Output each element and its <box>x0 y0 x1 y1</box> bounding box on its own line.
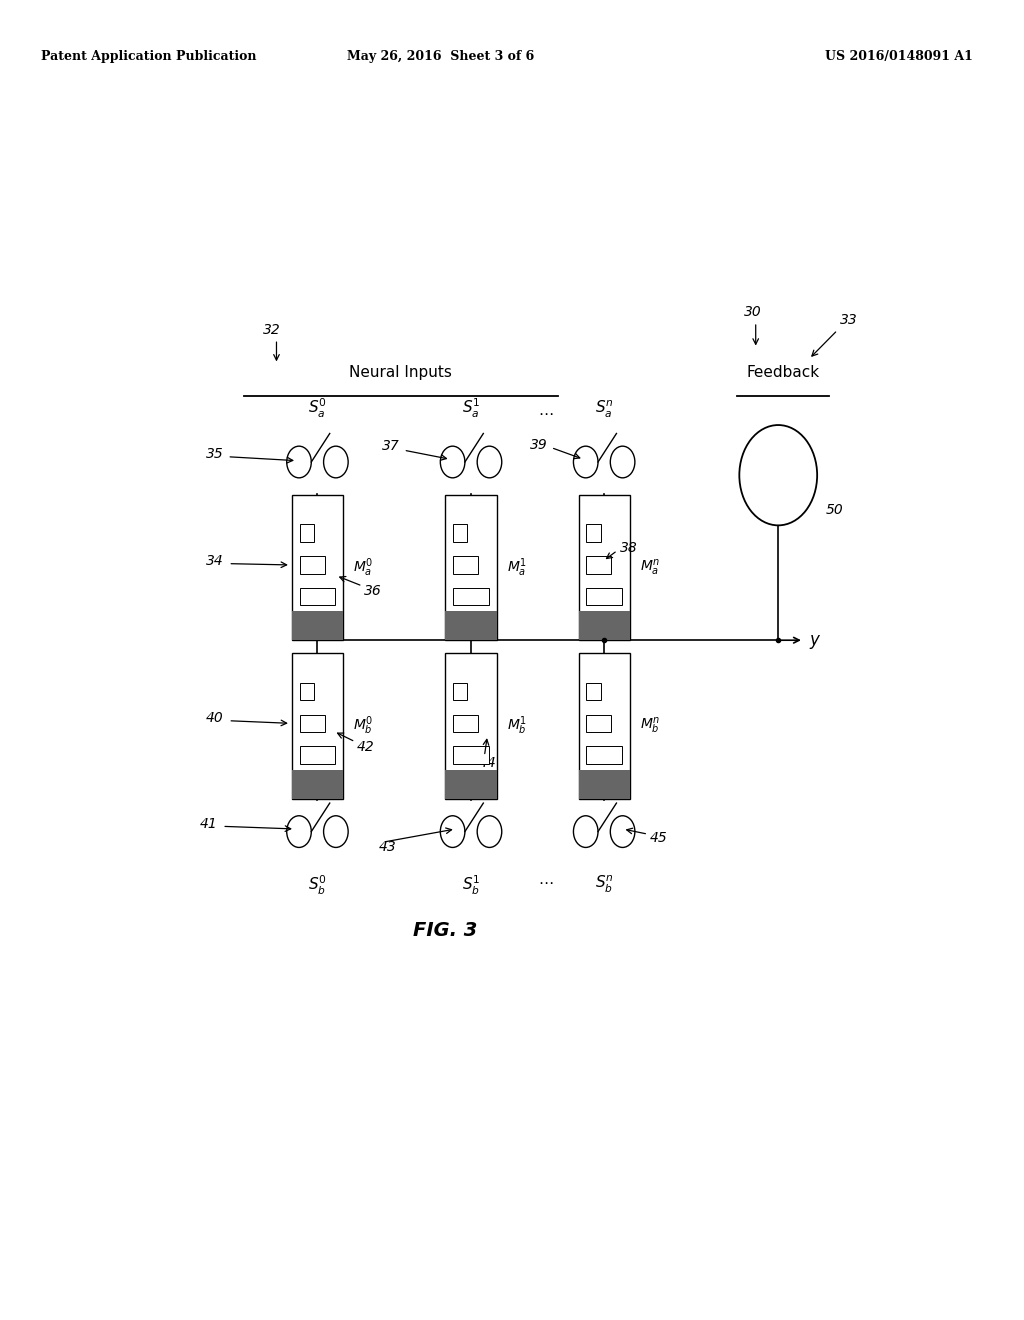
Text: 39: 39 <box>530 438 548 451</box>
Text: US 2016/0148091 A1: US 2016/0148091 A1 <box>825 50 973 63</box>
Text: $M_a^1$: $M_a^1$ <box>507 556 527 579</box>
Bar <box>292 653 343 799</box>
Bar <box>445 653 497 799</box>
Text: FIG. 3: FIG. 3 <box>414 921 477 940</box>
Text: 32: 32 <box>262 322 281 337</box>
Text: 37: 37 <box>382 440 399 453</box>
Text: $S_b^n$: $S_b^n$ <box>595 874 613 895</box>
Bar <box>586 524 600 541</box>
Text: $S_a^n$: $S_a^n$ <box>595 399 613 420</box>
Circle shape <box>440 816 465 847</box>
Text: 40: 40 <box>206 711 223 725</box>
Text: $S_b^1$: $S_b^1$ <box>462 874 480 898</box>
Circle shape <box>610 446 635 478</box>
Bar <box>453 556 478 574</box>
Text: 50: 50 <box>825 503 843 517</box>
Bar <box>579 653 630 799</box>
Bar <box>453 746 489 764</box>
Text: 36: 36 <box>364 585 381 598</box>
Bar <box>586 587 623 606</box>
Circle shape <box>739 425 817 525</box>
Text: 44: 44 <box>479 756 497 770</box>
Text: 42: 42 <box>356 741 374 754</box>
Bar <box>586 682 600 700</box>
Bar <box>586 556 611 574</box>
Bar <box>299 587 335 606</box>
Bar <box>586 714 611 733</box>
Circle shape <box>477 446 502 478</box>
Circle shape <box>573 816 598 847</box>
Bar <box>445 770 497 799</box>
Circle shape <box>324 816 348 847</box>
Bar <box>299 556 325 574</box>
Bar <box>586 746 623 764</box>
Text: $M_a^0$: $M_a^0$ <box>353 556 374 579</box>
Circle shape <box>477 816 502 847</box>
Text: $\cdots$: $\cdots$ <box>538 874 554 888</box>
Text: 38: 38 <box>620 541 637 554</box>
Text: $M_b^n$: $M_b^n$ <box>640 715 660 737</box>
Text: Feedback: Feedback <box>746 366 820 380</box>
Bar <box>453 714 478 733</box>
Text: $M_b^1$: $M_b^1$ <box>507 714 527 738</box>
Bar <box>579 495 630 640</box>
Text: y: y <box>809 631 819 649</box>
Text: 34: 34 <box>206 554 223 568</box>
Bar <box>453 524 467 541</box>
Bar <box>579 770 630 799</box>
Bar <box>445 495 497 640</box>
Circle shape <box>610 816 635 847</box>
Text: 30: 30 <box>743 305 762 319</box>
Text: 33: 33 <box>840 313 857 327</box>
Bar <box>453 682 467 700</box>
Text: 45: 45 <box>650 832 668 845</box>
Text: 41: 41 <box>200 817 217 830</box>
Circle shape <box>440 446 465 478</box>
Bar <box>453 587 489 606</box>
Bar <box>299 682 313 700</box>
Circle shape <box>573 446 598 478</box>
Text: $S_b^0$: $S_b^0$ <box>308 874 327 898</box>
Text: $\cdots$: $\cdots$ <box>538 405 554 420</box>
Text: $S_a^1$: $S_a^1$ <box>462 396 480 420</box>
Text: 35: 35 <box>206 447 223 461</box>
Text: $S_a^0$: $S_a^0$ <box>308 396 327 420</box>
Bar <box>445 611 497 640</box>
Bar <box>299 746 335 764</box>
Bar <box>579 611 630 640</box>
Bar <box>299 714 325 733</box>
Circle shape <box>287 446 311 478</box>
Text: May 26, 2016  Sheet 3 of 6: May 26, 2016 Sheet 3 of 6 <box>347 50 534 63</box>
Bar <box>292 611 343 640</box>
Text: Neural Inputs: Neural Inputs <box>349 366 453 380</box>
Text: F: F <box>773 466 783 484</box>
Bar <box>299 524 313 541</box>
Text: $M_b^0$: $M_b^0$ <box>353 714 374 738</box>
Bar <box>292 770 343 799</box>
Text: $M_a^n$: $M_a^n$ <box>640 557 660 578</box>
Text: 43: 43 <box>379 841 396 854</box>
Text: Patent Application Publication: Patent Application Publication <box>41 50 256 63</box>
Circle shape <box>324 446 348 478</box>
Bar <box>292 495 343 640</box>
Circle shape <box>287 816 311 847</box>
